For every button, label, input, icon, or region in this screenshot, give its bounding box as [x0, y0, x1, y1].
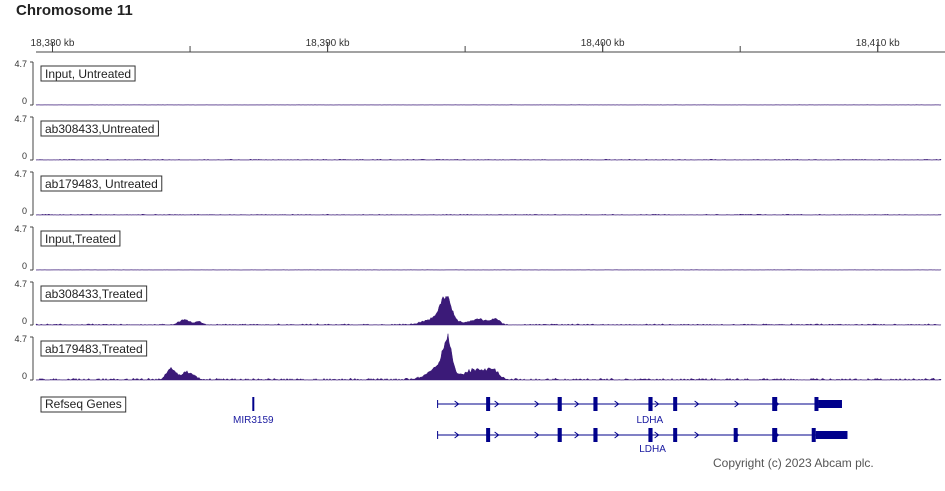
- gene-exon: [593, 397, 598, 411]
- track-label-box: [40, 120, 159, 137]
- track-y-max-label: 4.7: [14, 279, 27, 289]
- track-label-box: [40, 175, 163, 192]
- track-label: ab308433,Untreated: [45, 122, 154, 136]
- gene-name-label: LDHA: [639, 444, 666, 455]
- track-label-box: [40, 340, 148, 357]
- gene-strand-arrow: [454, 431, 460, 439]
- track-signal-area: [35, 159, 942, 161]
- track-label: Input,Treated: [45, 232, 116, 246]
- gene-model: LDHA: [437, 397, 842, 426]
- gene-strand-arrow: [654, 431, 660, 439]
- gene-exon: [486, 428, 491, 442]
- gene-name-label: LDHA: [636, 415, 663, 426]
- gene-strand-arrow: [534, 400, 540, 408]
- track-signal-area: [35, 295, 942, 326]
- gene-exon: [814, 397, 819, 411]
- chromosome-title: Chromosome 11: [16, 2, 133, 19]
- track-y-max-label: 4.7: [14, 169, 27, 179]
- gene-exon: [486, 397, 491, 411]
- track-label-box: [40, 230, 121, 247]
- refseq-genes-track: Refseq Genes MIR3159 LDHA LDHA: [40, 396, 848, 455]
- gene-strand-arrow: [574, 400, 580, 408]
- track-signal-area: [35, 213, 942, 216]
- gene-model: LDHA: [437, 428, 848, 455]
- gene-exon: [673, 428, 678, 442]
- track-label-box: [40, 65, 136, 82]
- ruler-tick-label: 18,390 kb: [306, 38, 350, 49]
- gene-strand-arrow: [694, 431, 700, 439]
- gene-strand-arrow: [734, 400, 740, 408]
- gene-model: MIR3159: [233, 397, 274, 426]
- gene-strand-arrow: [454, 400, 460, 408]
- track-y-max-label: 4.7: [14, 59, 27, 69]
- copyright-notice: Copyright (c) 2023 Abcam plc.: [713, 456, 874, 470]
- gene-strand-arrow: [574, 431, 580, 439]
- gene-exon: [557, 428, 562, 442]
- track-y-min-label: 0: [22, 371, 27, 381]
- gene-utr-block: [815, 431, 848, 439]
- gene-strand-arrow: [654, 400, 660, 408]
- gene-exon: [772, 428, 778, 442]
- genes-track-label: Refseq Genes: [45, 397, 122, 411]
- signal-track: 4.7 0 ab179483, Untreated: [14, 169, 942, 216]
- track-y-min-label: 0: [22, 151, 27, 161]
- gene-strand-arrow: [614, 431, 620, 439]
- gene-strand-arrow: [614, 400, 620, 408]
- gene-exon: [593, 428, 598, 442]
- gene-name-label: MIR3159: [233, 415, 274, 426]
- gene-exon: [772, 397, 778, 411]
- track-y-min-label: 0: [22, 96, 27, 106]
- track-y-max-label: 4.7: [14, 114, 27, 124]
- signal-track: 4.7 0 Input, Untreated: [14, 59, 942, 106]
- ruler-tick-label: 18,410 kb: [856, 38, 900, 49]
- signal-tracks: 4.7 0 Input, Untreated 4.7 0 ab308433,Untreat…: [14, 59, 942, 381]
- track-signal-area: [35, 333, 942, 381]
- track-label: Input, Untreated: [45, 67, 131, 81]
- ruler-tick-label: 18,380 kb: [31, 38, 75, 49]
- track-label: ab308433,Treated: [45, 287, 143, 301]
- signal-track: 4.7 0 ab308433,Untreated: [14, 114, 942, 161]
- position-ruler: 18,380 kb 18,390 kb 18,400 kb 18,410 kb: [31, 38, 945, 53]
- track-y-max-label: 4.7: [14, 334, 27, 344]
- gene-strand-arrow: [534, 431, 540, 439]
- track-label: ab179483,Treated: [45, 342, 143, 356]
- gene-exon: [733, 428, 738, 442]
- signal-track: 4.7 0 ab179483,Treated: [14, 333, 942, 381]
- genes-track-label-box: [40, 396, 127, 413]
- ruler-tick-label: 18,400 kb: [581, 38, 625, 49]
- gene-exon: [557, 397, 562, 411]
- track-y-min-label: 0: [22, 206, 27, 216]
- track-label-box: [40, 285, 148, 302]
- signal-track: 4.7 0 ab308433,Treated: [14, 279, 942, 326]
- gene-exon: [648, 428, 653, 442]
- track-y-max-label: 4.7: [14, 224, 27, 234]
- signal-track: 4.7 0 Input,Treated: [14, 224, 942, 271]
- gene-strand-arrow: [494, 400, 500, 408]
- track-label: ab179483, Untreated: [45, 177, 158, 191]
- gene-strand-arrow: [494, 431, 500, 439]
- gene-exon: [252, 397, 255, 411]
- gene-exon: [648, 397, 653, 411]
- gene-exon: [811, 428, 816, 442]
- gene-strand-arrow: [694, 400, 700, 408]
- track-y-min-label: 0: [22, 261, 27, 271]
- gene-exon: [673, 397, 678, 411]
- track-y-min-label: 0: [22, 316, 27, 326]
- gene-utr-block: [818, 400, 842, 408]
